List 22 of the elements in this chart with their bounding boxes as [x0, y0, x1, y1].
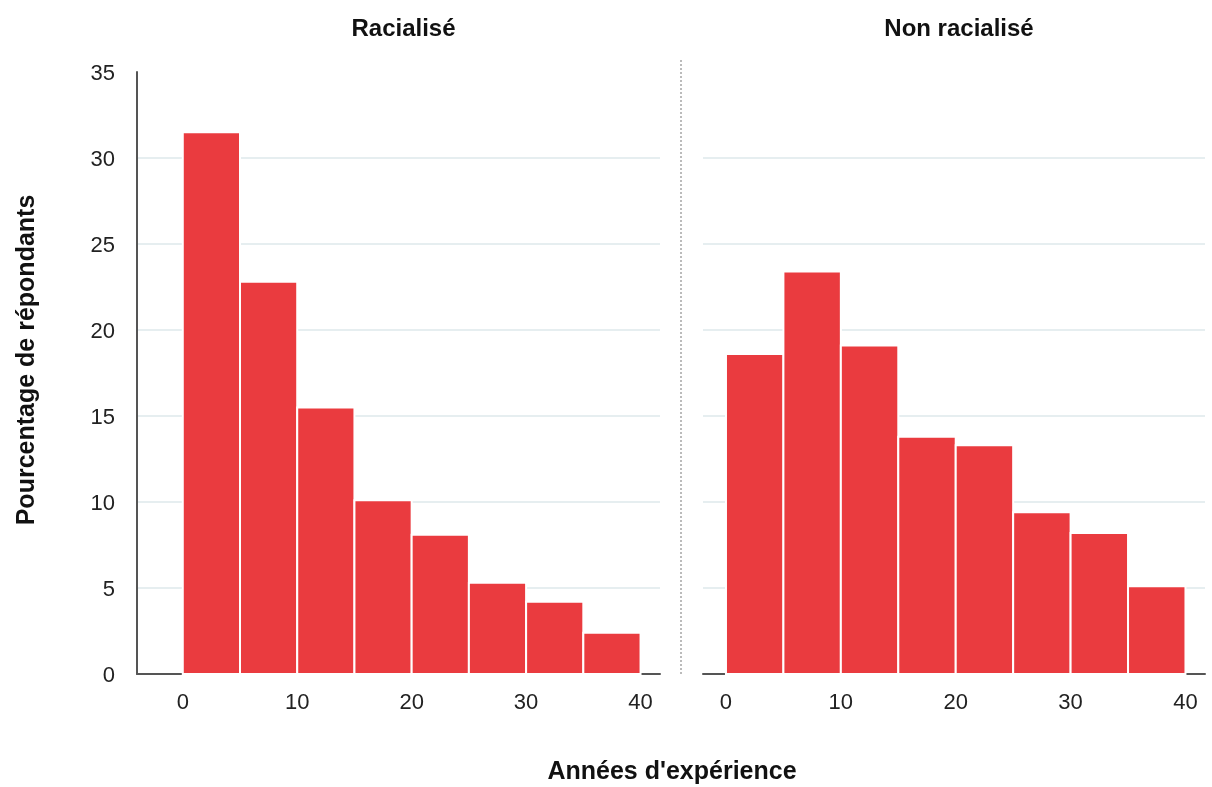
x-tick-label: 0 — [719, 688, 733, 714]
y-tick-label: 25 — [90, 231, 115, 257]
x-tick-label: 40 — [1173, 688, 1198, 714]
y-tick-label: 5 — [102, 575, 115, 601]
x-tick-label: 40 — [628, 688, 653, 714]
x-tick-label: 30 — [1058, 688, 1083, 714]
x-tick-label: 0 — [176, 688, 189, 714]
y-tick-label: 0 — [102, 661, 115, 687]
y-tick-label: 10 — [90, 489, 115, 515]
x-tick-label: 10 — [828, 688, 854, 714]
chart-title: Non racialisé — [884, 13, 1034, 41]
x-tick-label: 30 — [513, 688, 539, 714]
y-tick-label: 35 — [90, 59, 115, 85]
y-tick-label: 20 — [90, 317, 115, 343]
y-tick-label: 15 — [90, 403, 115, 429]
x-tick-label: 10 — [284, 688, 310, 714]
x-tick-label: 20 — [399, 688, 424, 714]
x-tick-label: 20 — [943, 688, 968, 714]
chart-title: Racialisé — [351, 13, 456, 41]
y-axis-title: Pourcentage de répondants — [10, 194, 40, 526]
y-tick-label: 30 — [90, 145, 115, 171]
x-axis-title: Années d'expérience — [547, 755, 797, 785]
